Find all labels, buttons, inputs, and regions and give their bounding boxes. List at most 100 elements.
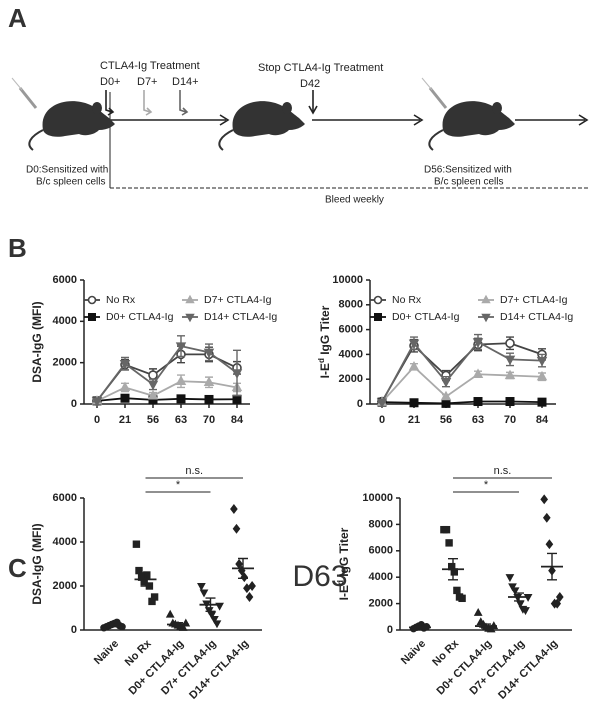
mice (28, 101, 515, 151)
marker (536, 356, 548, 367)
marker (545, 539, 554, 550)
marker (175, 342, 187, 352)
marker (453, 586, 461, 595)
mouse-tail (218, 129, 234, 151)
marker (143, 571, 151, 579)
timeline-label: B/c spleen cells (434, 177, 503, 188)
marker (210, 615, 219, 624)
y-axis-label-part: DSA-IgG (MFI) (30, 301, 44, 382)
marker (230, 504, 238, 514)
sem-bar (140, 572, 151, 587)
y-tick-label: 10000 (362, 492, 393, 504)
marker (148, 370, 158, 380)
marker (408, 339, 420, 350)
y-tick-label: 6000 (369, 545, 393, 557)
timeline-arrows (11, 77, 590, 189)
marker (118, 623, 126, 631)
marker (203, 376, 215, 386)
marker (147, 380, 159, 391)
marker (119, 360, 131, 370)
marker (232, 523, 241, 534)
y-tick-label: 4000 (369, 571, 393, 583)
marker (176, 394, 186, 404)
marker (373, 295, 383, 305)
marker (481, 294, 491, 304)
marker (185, 313, 195, 323)
x-tick-label: 0 (94, 414, 100, 426)
series-line (96, 397, 238, 402)
marker (481, 313, 491, 323)
marker (408, 360, 420, 371)
significance-label: n.s. (494, 465, 512, 477)
y-axis-label-part: d (336, 580, 345, 585)
marker (445, 539, 453, 547)
series-line (381, 400, 543, 405)
marker (536, 370, 548, 381)
marker (505, 338, 515, 349)
x-tick-label: No Rx (430, 637, 462, 669)
sem-bar (415, 625, 425, 630)
marker (147, 389, 159, 400)
significance-label: * (484, 479, 489, 491)
x-tick-label: D14+ CTLA4-Ig (187, 638, 251, 702)
sem-bar (481, 623, 491, 629)
y-tick-label: 4000 (53, 315, 77, 327)
mouse-body (232, 101, 305, 137)
timeline-label: D14+ (172, 76, 199, 88)
panel-label: B (8, 233, 27, 263)
legend-label: D14+ CTLA4-Ig (500, 311, 573, 323)
legend-label: D7+ CTLA4-Ig (500, 294, 568, 306)
y-tick-label: 10000 (332, 274, 363, 286)
significance-label: * (176, 479, 181, 491)
marker (197, 582, 206, 591)
sem-bar (108, 623, 118, 628)
mouse-tail (428, 129, 444, 151)
sem-bar (205, 597, 216, 612)
y-tick-label: 4000 (53, 536, 77, 548)
significance-label: n.s. (185, 465, 203, 477)
y-axis-label-part: I-E (318, 363, 332, 378)
marker (537, 397, 547, 407)
marker (440, 377, 452, 388)
y-tick-label: 8000 (339, 299, 363, 311)
marker (473, 397, 483, 407)
timeline-label: D0+ (100, 76, 121, 88)
marker (91, 397, 103, 407)
marker (441, 398, 451, 408)
sem-bar (173, 622, 183, 627)
y-tick-label: 0 (71, 624, 77, 636)
series-line (381, 342, 543, 402)
marker (510, 587, 520, 596)
marker (120, 393, 130, 403)
marker (87, 295, 97, 305)
y-axis-label-part: DSA-IgG (MFI) (30, 523, 44, 604)
mouse-body (442, 101, 515, 137)
y-tick-label: 0 (387, 624, 393, 636)
marker (199, 589, 209, 598)
legend-label: D0+ CTLA4-Ig (106, 311, 174, 323)
legend-label: D0+ CTLA4-Ig (392, 311, 460, 323)
series-line (381, 340, 543, 403)
marker (505, 397, 515, 407)
mouse (28, 101, 115, 151)
timeline-label: B/c spleen cells (36, 177, 105, 188)
marker (508, 583, 517, 592)
mouse-ear (282, 102, 292, 114)
sem-bar (514, 592, 524, 602)
x-tick-label: 70 (504, 414, 516, 426)
x-tick-label: 56 (440, 414, 452, 426)
x-tick-label: 84 (231, 414, 244, 426)
legend-label: D14+ CTLA4-Ig (204, 311, 277, 323)
marker (505, 574, 515, 583)
series-line (96, 380, 238, 402)
legend-label: No Rx (106, 294, 136, 306)
y-axis-label-part: d (317, 358, 326, 363)
marker (119, 381, 131, 392)
y-tick-label: 2000 (53, 580, 77, 592)
x-tick-label: Naive (92, 638, 121, 667)
timeline-label: D7+ (137, 76, 158, 88)
y-axis-label-part: IgG Titer (337, 527, 351, 580)
marker (207, 611, 217, 620)
y-tick-label: 0 (357, 398, 363, 410)
